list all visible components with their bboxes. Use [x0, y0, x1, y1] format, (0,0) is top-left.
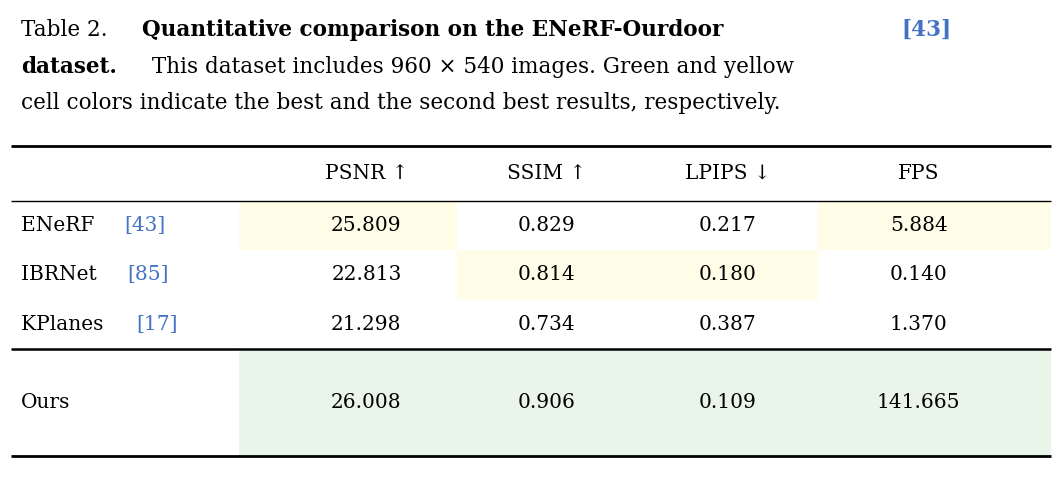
Text: 0.387: 0.387 [699, 315, 756, 334]
Text: dataset.: dataset. [21, 56, 117, 78]
Text: 1.370: 1.370 [890, 315, 947, 334]
Text: 0.180: 0.180 [699, 265, 756, 284]
Text: 0.829: 0.829 [518, 216, 576, 235]
Text: FPS: FPS [897, 164, 940, 183]
Bar [818, 201, 1051, 250]
Text: Table 2.: Table 2. [21, 19, 115, 41]
Text: 0.109: 0.109 [699, 393, 756, 412]
Text: 26.008: 26.008 [331, 393, 401, 412]
Text: SSIM ↑: SSIM ↑ [508, 164, 586, 183]
Text: 141.665: 141.665 [877, 393, 960, 412]
Text: PSNR ↑: PSNR ↑ [325, 164, 408, 183]
Text: LPIPS ↓: LPIPS ↓ [685, 164, 770, 183]
Bar [457, 250, 637, 300]
Text: [43]: [43] [124, 216, 166, 235]
Text: 25.809: 25.809 [331, 216, 401, 235]
Text: 0.734: 0.734 [518, 315, 576, 334]
Text: 22.813: 22.813 [331, 265, 401, 284]
Text: 21.298: 21.298 [331, 315, 401, 334]
Text: 0.906: 0.906 [518, 393, 576, 412]
Bar [637, 250, 818, 300]
Text: 0.140: 0.140 [890, 265, 947, 284]
Bar [239, 349, 457, 456]
Text: KPlanes: KPlanes [21, 315, 110, 334]
Text: [85]: [85] [127, 265, 169, 284]
Bar [637, 349, 818, 456]
Text: cell colors indicate the best and the second best results, respectively.: cell colors indicate the best and the se… [21, 92, 781, 114]
Text: ENeRF: ENeRF [21, 216, 101, 235]
Text: Ours: Ours [21, 393, 70, 412]
Text: IBRNet: IBRNet [21, 265, 103, 284]
Text: [43]: [43] [902, 19, 952, 41]
Text: [17]: [17] [136, 315, 177, 334]
Text: 0.217: 0.217 [699, 216, 756, 235]
Text: This dataset includes 960 × 540 images. Green and yellow: This dataset includes 960 × 540 images. … [144, 56, 794, 78]
Bar [239, 201, 457, 250]
Text: Quantitative comparison on the ENeRF-Ourdoor: Quantitative comparison on the ENeRF-Our… [141, 19, 731, 41]
Bar [818, 349, 1051, 456]
Text: 5.884: 5.884 [890, 216, 947, 235]
Text: 0.814: 0.814 [518, 265, 576, 284]
Bar [457, 349, 637, 456]
